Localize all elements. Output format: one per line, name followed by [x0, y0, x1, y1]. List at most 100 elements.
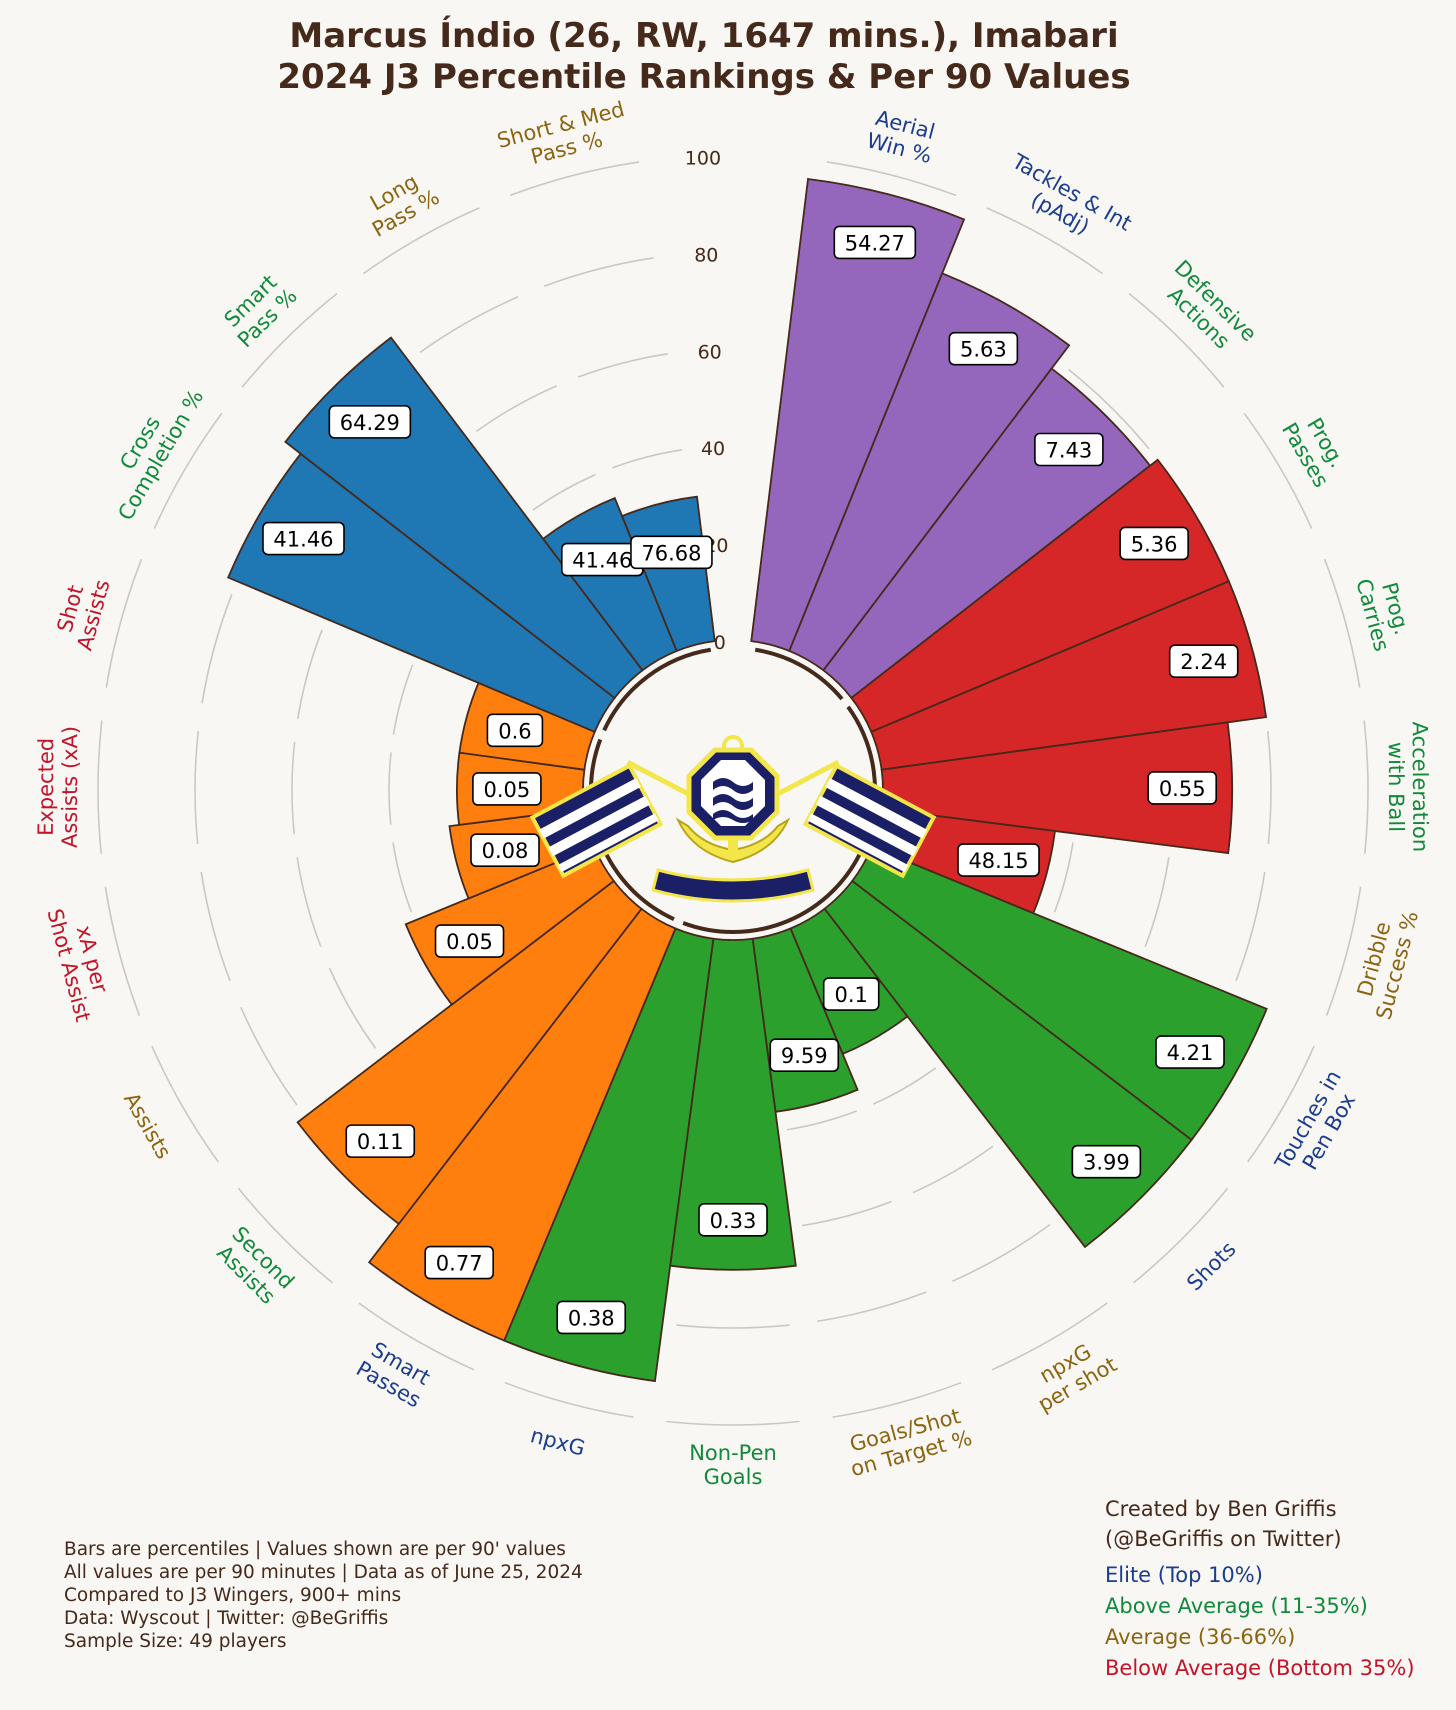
footer-note-line: All values are per 90 minutes | Data as …: [64, 1562, 583, 1583]
grid-arc: [237, 1187, 333, 1284]
metric-label: Tackles & Int(pAdj): [1007, 149, 1135, 240]
bar-long-pass-: [541, 496, 678, 672]
grid-arc: [97, 720, 103, 854]
value-label-text: 0.33: [710, 1209, 757, 1233]
value-label: 41.46: [262, 521, 345, 556]
value-label-box: [434, 924, 505, 958]
value-label-text: 0.11: [357, 1130, 404, 1154]
grid-arc: [802, 1200, 892, 1227]
grid-arc: [872, 1067, 937, 1105]
metric-label-line: with Ball: [1384, 742, 1408, 832]
value-label: 0.38: [556, 1300, 627, 1335]
value-label-text: 4.21: [1167, 1041, 1214, 1065]
grid-arc: [1053, 842, 1074, 913]
value-label: 0.11: [345, 1124, 416, 1158]
value-label-text: 64.29: [340, 411, 400, 435]
value-label-box: [698, 1203, 768, 1237]
value-label: 0.55: [1147, 771, 1217, 805]
value-label: 5.63: [948, 331, 1019, 366]
metric-label: Shots: [1182, 1237, 1240, 1296]
radial-tick-label: 80: [694, 244, 718, 266]
value-label: 0.77: [424, 1245, 494, 1280]
value-label-text: 76.68: [641, 541, 701, 565]
legend-item-below-average: Below Average (Bottom 35%): [1105, 1656, 1415, 1680]
radial-tick-label: 40: [701, 438, 725, 460]
metric-label: Expected Assists (xA): [34, 726, 83, 848]
metric-label-line: Non-Pen: [689, 1441, 777, 1465]
bar-assists: [404, 845, 616, 1006]
group-arc-shooting: [682, 847, 865, 934]
grid-arc: [200, 871, 231, 982]
grid-arc: [1325, 886, 1362, 1016]
grid-arc: [509, 161, 640, 197]
grid-arc: [328, 967, 377, 1049]
value-label: 0.05: [472, 772, 542, 806]
grid-arc: [240, 1006, 298, 1106]
value-label-text: 3.99: [1083, 1151, 1130, 1175]
grid-arc: [986, 207, 1103, 275]
value-label: 4.21: [1155, 1035, 1225, 1069]
value-label-text: 2.24: [1180, 650, 1227, 674]
grid-arc: [104, 886, 141, 1016]
grid-arc: [201, 594, 233, 704]
value-label: 0.08: [470, 833, 540, 867]
value-label-text: 0.6: [498, 719, 531, 743]
grid-arc: [543, 257, 654, 287]
grid-arc: [363, 207, 480, 275]
grid-arc: [296, 629, 323, 719]
grid-arc: [832, 1381, 962, 1418]
grid-arc: [194, 731, 200, 845]
value-label-box: [472, 772, 542, 806]
bar-smart-passes: [367, 907, 677, 1342]
metric-label-line: Shots: [1182, 1237, 1240, 1296]
value-label-box: [630, 535, 713, 570]
grid-arc: [1323, 558, 1361, 688]
bar-tackles-int-padj-: [788, 272, 1071, 672]
radial-tick-label: 60: [698, 341, 722, 363]
grid-arc: [419, 296, 519, 354]
value-label: 0.33: [698, 1203, 768, 1237]
value-label-text: 54.27: [845, 231, 905, 255]
grid-arc: [105, 558, 143, 688]
grid-arc: [1068, 368, 1150, 450]
value-label-text: 0.38: [568, 1306, 615, 1330]
footer-note-line: Bars are percentiles | Values shown are …: [64, 1539, 566, 1560]
value-label: 76.68: [630, 535, 713, 570]
grid-arc: [151, 1045, 219, 1163]
value-label: 3.99: [1071, 1144, 1142, 1179]
value-label-text: 5.63: [960, 338, 1007, 362]
grid-arc: [392, 842, 413, 913]
value-label-box: [470, 833, 540, 867]
bar-non-pen-goals: [669, 937, 797, 1271]
value-label: 0.05: [434, 924, 505, 958]
value-label-text: 5.36: [1131, 532, 1178, 556]
grid-arc: [1363, 720, 1369, 854]
footer-note-line: Data: Wyscout | Twitter: @BeGriffis: [64, 1608, 389, 1629]
value-label-box: [833, 225, 917, 260]
metric-label: Prog.Carries: [1351, 576, 1414, 654]
value-label: 48.15: [957, 843, 1040, 877]
grid-arc: [577, 353, 668, 378]
radial-tick-label: 0: [714, 632, 726, 654]
credit-line: Created by Ben Griffis: [1105, 1497, 1337, 1521]
group-arc-passing: [602, 647, 712, 732]
value-label: 5.36: [1119, 526, 1189, 561]
grid-arc: [991, 1302, 1108, 1371]
grid-arc: [1243, 412, 1313, 529]
value-label-text: 0.05: [446, 930, 493, 954]
grid-arc: [358, 1302, 475, 1371]
value-label-box: [556, 1300, 627, 1335]
grid-arc: [676, 1324, 790, 1329]
value-label-box: [1119, 526, 1189, 561]
group-arc-defending: [754, 647, 844, 701]
